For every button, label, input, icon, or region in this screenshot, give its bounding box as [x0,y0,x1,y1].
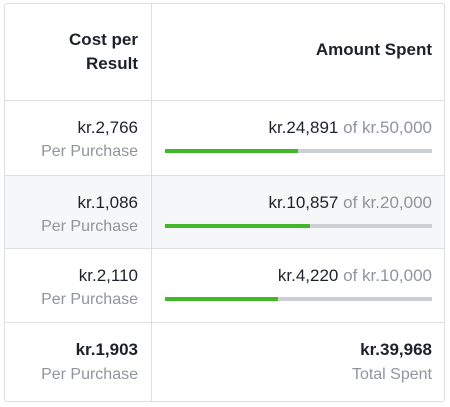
amount-line: kr.4,220 of kr.10,000 [278,266,432,286]
cost-cell: kr.1,086 Per Purchase [5,176,152,248]
progress-track [165,224,432,228]
progress-fill [165,149,298,153]
spent: kr.4,220 [277,266,339,285]
budget: kr.10,000 [362,266,432,285]
of: of [343,193,358,212]
total-cost: kr.1,903 [75,340,138,359]
cost: kr.2,766 [77,118,139,137]
header-cell: Cost per Result [5,4,152,100]
total-cell: kr.1,903 Per Purchase [5,323,152,401]
cost-note: Per Purchase [41,218,138,235]
total-cost-note: Per Purchase [41,366,138,383]
amount-line: kr.10,857 of kr.20,000 [268,193,432,213]
spent: kr.24,891 [268,118,339,137]
progress-fill [165,297,278,301]
table: Cost per Result Amount Spent kr.2,766 Per… [4,3,445,402]
amount-line: kr.24,891 of kr.50,000 [268,118,432,138]
data-row: kr.1,086 Per Purchase kr.10,857 of kr.20,0… [5,176,444,249]
cost-cell: kr.2,766 Per Purchase [5,101,152,175]
progress-track [165,149,432,153]
cost: kr.2,110 [78,266,138,285]
cost-note: Per Purchase [41,143,138,160]
header-cost: Cost per Result [69,30,138,73]
budget: kr.20,000 [362,193,432,212]
total-row: kr.1,903 Per Purchase kr.39,968 Total Sp… [5,323,444,401]
of: of [343,266,358,285]
budget: kr.50,000 [362,118,432,137]
progress-track [165,297,432,301]
cost: kr.1,086 [77,193,139,212]
data-row: kr.2,110 Per Purchase kr.4,220 of kr.10,00… [5,249,444,323]
cost-note: Per Purchase [41,291,138,308]
spent: kr.10,857 [268,193,339,212]
of: of [343,118,358,137]
data-row: kr.2,766 Per Purchase kr.24,891 of kr.50,0… [5,101,444,176]
progress-fill [165,224,310,228]
total-spent-note: Total Spent [351,366,432,383]
header-row: Cost per Result Amount Spent [5,4,444,101]
header-amount: Amount Spent [315,40,432,59]
cost-cell: kr.2,110 Per Purchase [5,249,152,322]
total-spent: kr.39,968 [360,340,432,359]
